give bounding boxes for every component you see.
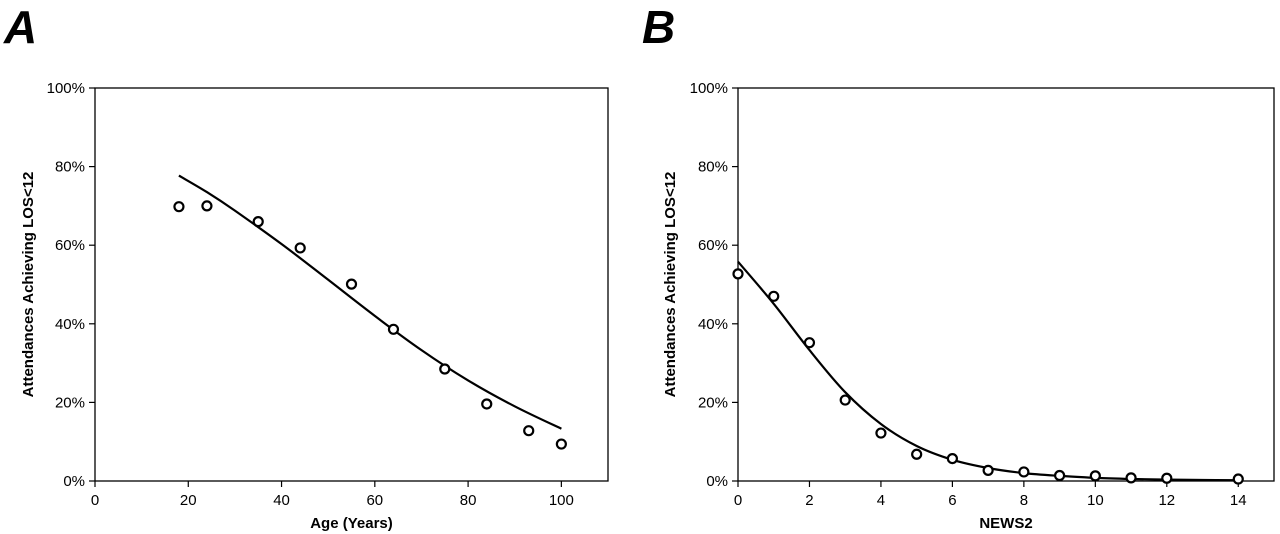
data-point-b bbox=[1053, 469, 1066, 482]
x-tick-label-b: 14 bbox=[1230, 492, 1247, 509]
data-point-a bbox=[252, 216, 264, 228]
data-point-a bbox=[523, 425, 535, 437]
data-point-b bbox=[1125, 472, 1137, 484]
data-point-a bbox=[387, 323, 400, 335]
data-point-b bbox=[839, 394, 851, 406]
data-point-a bbox=[439, 363, 451, 375]
data-point-b bbox=[768, 290, 780, 302]
x-tick-label-a: 0 bbox=[91, 492, 99, 509]
x-tick-label-b: 8 bbox=[1020, 492, 1028, 509]
x-tick-label-a: 60 bbox=[366, 492, 383, 509]
x-axis-title-b: NEWS2 bbox=[979, 515, 1032, 532]
data-point-b bbox=[1232, 473, 1244, 485]
y-tick-label-a: 60% bbox=[55, 237, 85, 254]
y-tick-label-a: 0% bbox=[63, 473, 85, 490]
panel-letter-b: B bbox=[642, 1, 675, 53]
panel-a: A 0% 20% 40% 60% 80% 100% 0 20 40 60 80 100 Age (Ye… bbox=[3, 1, 609, 532]
data-points-a bbox=[173, 200, 567, 450]
x-tick-label-b: 10 bbox=[1087, 492, 1104, 509]
data-point-a bbox=[201, 200, 213, 212]
data-point-b bbox=[875, 427, 887, 439]
x-tick-label-b: 0 bbox=[734, 492, 742, 509]
axis-ticks-a: 0% 20% 40% 60% 80% 100% 0 20 40 60 80 100 bbox=[47, 80, 574, 509]
data-point-b bbox=[911, 448, 923, 460]
x-tick-label-b: 12 bbox=[1158, 492, 1175, 509]
y-tick-label-b: 0% bbox=[706, 473, 728, 490]
y-tick-label-a: 80% bbox=[55, 159, 85, 176]
plot-frame-b bbox=[737, 87, 1275, 482]
data-point-b bbox=[946, 452, 959, 465]
y-axis-title-a: Attendances Achieving LOS<12 bbox=[20, 172, 37, 398]
panel-b: B 0% 20% 40% 60% 80% 100% 0 2 4 6 8 10 12 14 NEWS2 At… bbox=[642, 1, 1275, 532]
panel-letter-a: A bbox=[3, 1, 37, 53]
x-tick-label-b: 4 bbox=[877, 492, 885, 509]
data-points-b bbox=[732, 268, 1244, 485]
y-axis-title-b: Attendances Achieving LOS<12 bbox=[662, 172, 679, 398]
x-tick-label-a: 40 bbox=[273, 492, 290, 509]
data-point-a bbox=[481, 398, 493, 410]
y-tick-label-b: 60% bbox=[698, 237, 728, 254]
data-point-a bbox=[294, 242, 306, 254]
y-tick-label-b: 20% bbox=[698, 394, 728, 411]
x-tick-label-a: 20 bbox=[180, 492, 197, 509]
y-tick-label-a: 20% bbox=[55, 394, 85, 411]
y-tick-label-a: 40% bbox=[55, 316, 85, 333]
data-point-b bbox=[803, 337, 816, 349]
y-tick-label-b: 80% bbox=[698, 159, 728, 176]
fit-curve-b bbox=[737, 260, 1239, 482]
x-axis-title-a: Age (Years) bbox=[310, 515, 393, 532]
data-point-b bbox=[1089, 470, 1101, 482]
data-point-a bbox=[555, 438, 567, 450]
axis-ticks-b: 0% 20% 40% 60% 80% 100% 0 2 4 6 8 10 12 14 bbox=[690, 80, 1247, 509]
data-point-a bbox=[345, 278, 358, 290]
x-tick-label-a: 100 bbox=[549, 492, 574, 509]
plot-frame-a bbox=[94, 87, 609, 482]
data-point-b bbox=[1161, 472, 1173, 484]
y-tick-label-a: 100% bbox=[47, 80, 85, 97]
data-point-a bbox=[173, 201, 185, 213]
x-tick-label-a: 80 bbox=[460, 492, 477, 509]
y-tick-label-b: 40% bbox=[698, 316, 728, 333]
data-point-b bbox=[732, 268, 744, 280]
fit-curve-a bbox=[178, 174, 562, 430]
data-point-b bbox=[1018, 466, 1030, 478]
x-tick-label-b: 6 bbox=[948, 492, 956, 509]
y-tick-label-b: 100% bbox=[690, 80, 728, 97]
x-tick-label-b: 2 bbox=[805, 492, 813, 509]
data-point-b bbox=[982, 464, 994, 476]
